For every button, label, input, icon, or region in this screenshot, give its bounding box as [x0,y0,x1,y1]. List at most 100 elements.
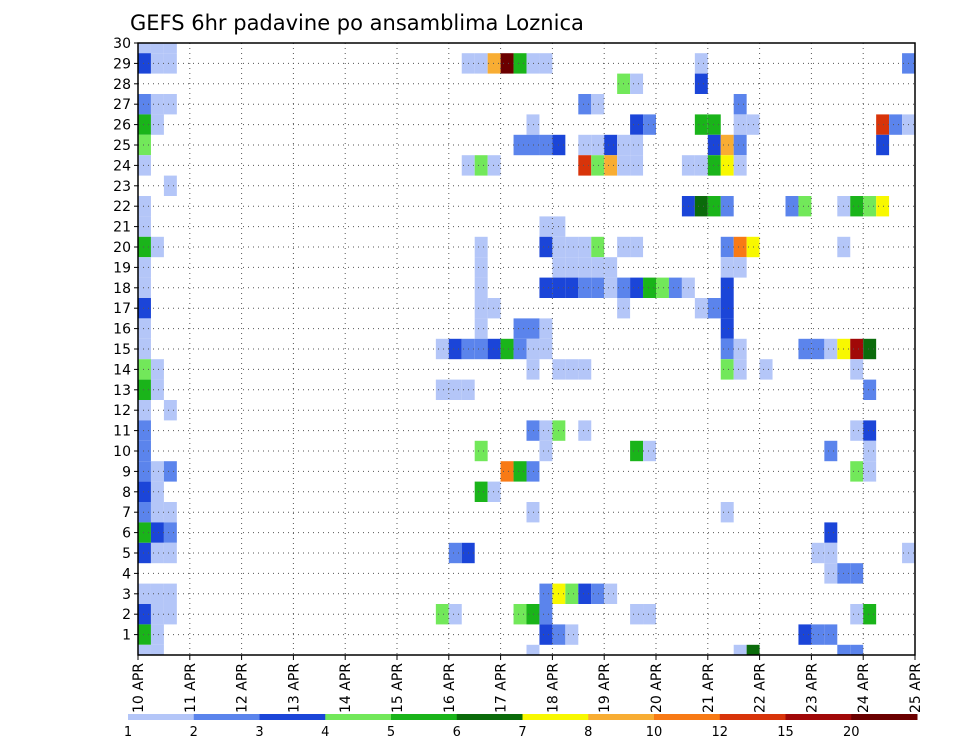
heatmap-cell [138,440,151,462]
heatmap-cell [694,196,708,217]
heatmap-cell [630,277,644,298]
x-tick-label: 15 APR [390,663,406,713]
heatmap-cell [150,522,164,543]
x-tick-label: 18 APR [545,663,561,713]
heatmap-cell [591,134,605,156]
heatmap-cell [630,73,644,94]
y-tick-label: 14 [113,362,131,378]
heatmap-cell [720,502,734,523]
heatmap-cell [707,155,721,176]
heatmap-cell [694,114,708,135]
heatmap-cell [578,94,592,115]
heatmap-cell [150,624,164,645]
heatmap-cell [578,134,592,156]
heatmap-cell [150,43,164,54]
heatmap-cell [138,257,151,278]
heatmap-cell [630,604,644,625]
heatmap-cell [863,440,877,462]
heatmap-cell [591,277,605,298]
heatmap-cell [876,196,890,217]
y-tick-label: 27 [113,97,131,113]
heatmap-cell [785,196,799,217]
y-tick-label: 12 [113,403,131,419]
heatmap-cell [138,604,151,625]
heatmap-cell [500,338,514,360]
colorbar: 1 2 3 4 5 6 7 8 10 12 15 20 [124,714,918,740]
heatmap-cell [138,400,151,421]
colorbar-label: 1 [124,725,132,740]
heatmap-cell [578,359,592,380]
heatmap-cell [163,461,177,482]
y-tick-label: 4 [122,566,131,582]
colorbar-label: 7 [518,725,526,740]
y-tick-label: 17 [113,301,131,317]
heatmap-cell [435,338,449,360]
heatmap-cell [163,542,177,564]
heatmap-cell [591,257,605,278]
heatmap-cell [630,236,644,258]
heatmap-cell [720,359,734,380]
y-tick-label: 9 [122,464,131,480]
heatmap-cell [138,359,151,380]
heatmap-cell [733,236,747,258]
colorbar-label: 8 [584,725,592,740]
heatmap-cell [539,318,553,339]
y-tick-label: 22 [113,199,131,215]
y-tick-label: 24 [113,158,131,174]
heatmap-cells [138,43,915,655]
heatmap-cell [539,604,553,625]
x-tick-label: 21 APR [701,663,717,713]
heatmap-cell [707,114,721,135]
heatmap-cell [150,644,164,655]
heatmap-cell [435,604,449,625]
heatmap-cell [850,563,864,584]
y-tick-label: 26 [113,118,131,134]
colorbar-segment [259,714,326,720]
heatmap-cell [630,114,644,135]
chart-title: GEFS 6hr padavine po ansamblima Loznica [130,11,584,35]
heatmap-cell [565,583,579,604]
y-tick-label: 30 [113,36,131,52]
heatmap-cell [720,318,734,339]
x-tick-label: 17 APR [494,663,510,713]
heatmap-cell [138,298,151,319]
heatmap-cell [694,155,708,176]
y-tick-label: 16 [113,322,131,338]
heatmap-cell [604,134,618,156]
heatmap-cell [863,461,877,482]
y-tick-label: 1 [122,628,131,644]
colorbar-segment [522,714,589,720]
heatmap-cell [863,420,877,441]
y-tick-label: 7 [122,505,131,521]
heatmap-cell [435,379,449,400]
y-tick-label: 10 [113,444,131,460]
heatmap-cell [487,338,501,360]
colorbar-segment [719,714,786,720]
heatmap-cell [863,379,877,400]
heatmap-cell [733,134,747,156]
heatmap-cell [526,420,540,441]
heatmap-cell [526,359,540,380]
y-tick-label: 28 [113,77,131,93]
heatmap-cell [643,114,656,135]
heatmap-cell [163,400,177,421]
y-tick-label: 25 [113,138,131,154]
heatmap-cell [798,338,812,360]
y-tick-label: 29 [113,56,131,72]
x-tick-label: 19 APR [597,663,613,713]
x-tick-label: 20 APR [649,663,665,713]
heatmap-cell [850,338,864,360]
heatmap-cell [526,114,540,135]
heatmap-cell [578,583,592,604]
heatmap-cell [643,277,656,298]
heatmap-cell [850,359,864,380]
y-tick-label: 19 [113,260,131,276]
heatmap-cell [811,624,825,645]
heatmap-cell [526,502,540,523]
heatmap-cell [138,43,151,54]
heatmap-cell [694,298,708,319]
heatmap-cell [656,277,669,298]
colorbar-segment [193,714,260,720]
heatmap-cell [707,196,721,217]
colorbar-label: 2 [190,725,198,740]
